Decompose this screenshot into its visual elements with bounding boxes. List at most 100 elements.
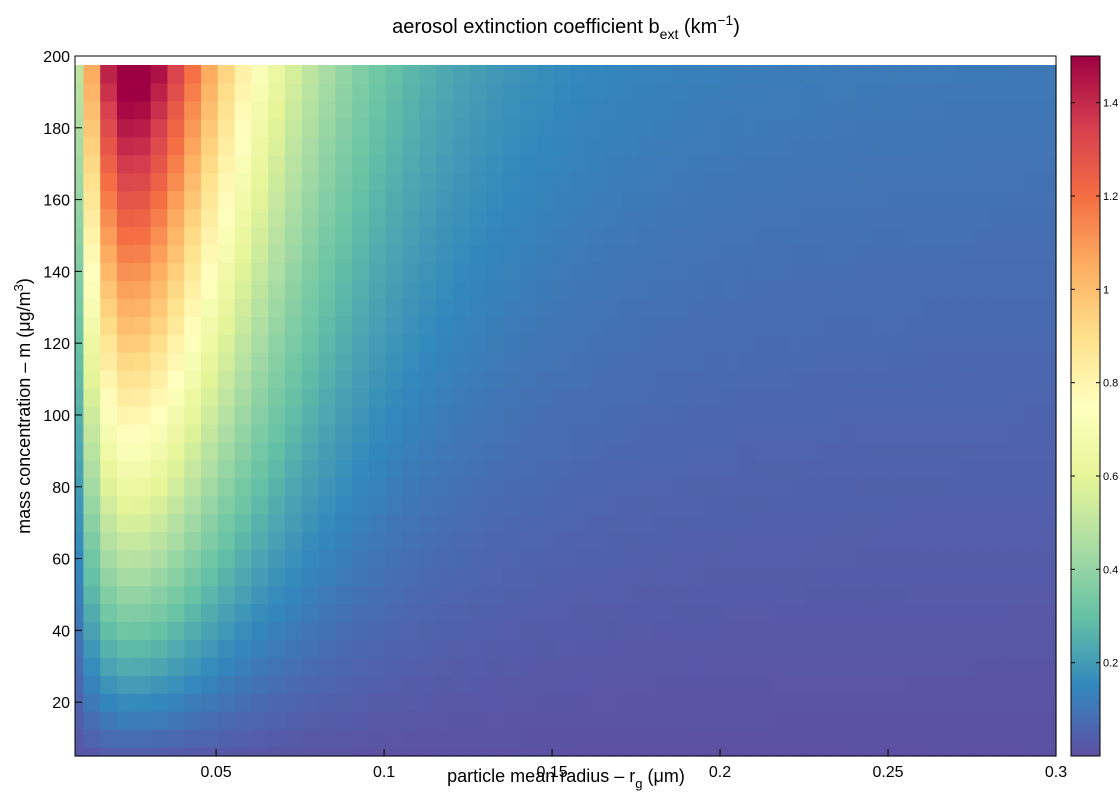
- heatmap-cell: [856, 262, 874, 281]
- heatmap-cell: [570, 172, 588, 192]
- heatmap-cell: [83, 531, 101, 551]
- heatmap-cell: [200, 136, 219, 156]
- heatmap-cell: [856, 603, 874, 622]
- heatmap-cell: [889, 352, 908, 371]
- heatmap-cell: [167, 262, 185, 281]
- heatmap-cell: [335, 657, 353, 676]
- heatmap-cell: [133, 567, 152, 587]
- heatmap-cell: [956, 639, 975, 658]
- heatmap-cell: [75, 729, 84, 748]
- heatmap-cell: [217, 298, 236, 317]
- heatmap-cell: [671, 262, 689, 281]
- heatmap-cell: [738, 495, 756, 515]
- heatmap-cell: [436, 549, 454, 569]
- heatmap-cell: [772, 388, 790, 407]
- heatmap-cell: [486, 693, 504, 712]
- heatmap-cell: [637, 477, 656, 497]
- heatmap-cell: [688, 388, 706, 407]
- heatmap-cell: [637, 316, 656, 335]
- heatmap-cell: [604, 136, 622, 156]
- heatmap-cell: [570, 208, 588, 228]
- heatmap-cell: [721, 388, 740, 407]
- heatmap-cell: [570, 477, 588, 497]
- heatmap-cell: [620, 459, 639, 479]
- heatmap-cell: [75, 154, 84, 174]
- heatmap-cell: [419, 603, 437, 622]
- heatmap-cell: [536, 388, 555, 407]
- heatmap-cell: [805, 64, 824, 84]
- heatmap-cell: [654, 585, 672, 605]
- heatmap-cell: [284, 495, 303, 515]
- heatmap-cell: [839, 495, 857, 515]
- heatmap-cell: [973, 675, 992, 694]
- heatmap-cell: [469, 388, 488, 407]
- heatmap-cell: [520, 136, 538, 156]
- heatmap-cell: [839, 423, 857, 443]
- heatmap-cell: [990, 100, 1008, 120]
- heatmap-cell: [956, 352, 975, 371]
- heatmap-cell: [822, 280, 840, 299]
- heatmap-cell: [200, 334, 219, 353]
- heatmap-cell: [940, 549, 958, 569]
- heatmap-cell: [100, 406, 118, 425]
- heatmap-cell: [788, 406, 807, 425]
- heatmap-cell: [469, 316, 488, 335]
- heatmap-cell: [1024, 603, 1042, 622]
- heatmap-cell: [100, 226, 118, 246]
- heatmap-cell: [671, 531, 689, 551]
- heatmap-cell: [738, 459, 756, 479]
- heatmap-cell: [805, 262, 824, 281]
- heatmap-cell: [990, 280, 1008, 299]
- heatmap-cell: [604, 603, 622, 622]
- heatmap-cell: [486, 64, 504, 84]
- heatmap-cell: [671, 118, 689, 138]
- heatmap-cell: [251, 316, 269, 335]
- heatmap-cell: [856, 477, 874, 497]
- heatmap-cell: [503, 352, 521, 371]
- heatmap-cell: [889, 406, 908, 425]
- heatmap-cell: [637, 495, 656, 515]
- heatmap-cell: [620, 729, 639, 748]
- heatmap-cell: [234, 747, 252, 757]
- heatmap-cell: [704, 334, 723, 353]
- heatmap-cell: [200, 585, 219, 605]
- heatmap-cell: [940, 244, 958, 264]
- heatmap-cell: [150, 585, 168, 605]
- heatmap-cell: [436, 513, 454, 533]
- heatmap-cell: [284, 585, 303, 605]
- heatmap-cell: [234, 585, 252, 605]
- heatmap-cell: [268, 621, 286, 640]
- heatmap-cell: [368, 567, 387, 587]
- heatmap-cell: [805, 388, 824, 407]
- heatmap-cell: [402, 711, 420, 730]
- heatmap-cell: [234, 513, 252, 533]
- heatmap-cell: [301, 423, 320, 443]
- heatmap-cell: [436, 154, 454, 174]
- heatmap-cell: [654, 711, 672, 730]
- heatmap-cell: [133, 441, 152, 461]
- heatmap-cell: [654, 334, 672, 353]
- heatmap-cell: [1024, 262, 1042, 281]
- heatmap-cell: [570, 585, 588, 605]
- heatmap-cell: [402, 172, 420, 192]
- heatmap-cell: [570, 639, 588, 658]
- heatmap-cell: [620, 531, 639, 551]
- heatmap-cell: [923, 298, 941, 317]
- heatmap-cell: [822, 352, 840, 371]
- heatmap-cell: [116, 711, 135, 730]
- heatmap-cell: [654, 477, 672, 497]
- heatmap-cell: [116, 226, 135, 246]
- heatmap-cell: [772, 352, 790, 371]
- heatmap-cell: [620, 280, 639, 299]
- heatmap-cell: [553, 423, 572, 443]
- heatmap-cell: [906, 477, 924, 497]
- heatmap-cell: [654, 603, 672, 622]
- heatmap-cell: [755, 531, 773, 551]
- heatmap-cell: [83, 190, 101, 210]
- heatmap-cell: [368, 190, 387, 210]
- heatmap-cell: [284, 531, 303, 551]
- heatmap-cell: [956, 100, 975, 120]
- heatmap-cell: [200, 441, 219, 461]
- heatmap-cell: [553, 154, 572, 174]
- heatmap-cell: [469, 531, 488, 551]
